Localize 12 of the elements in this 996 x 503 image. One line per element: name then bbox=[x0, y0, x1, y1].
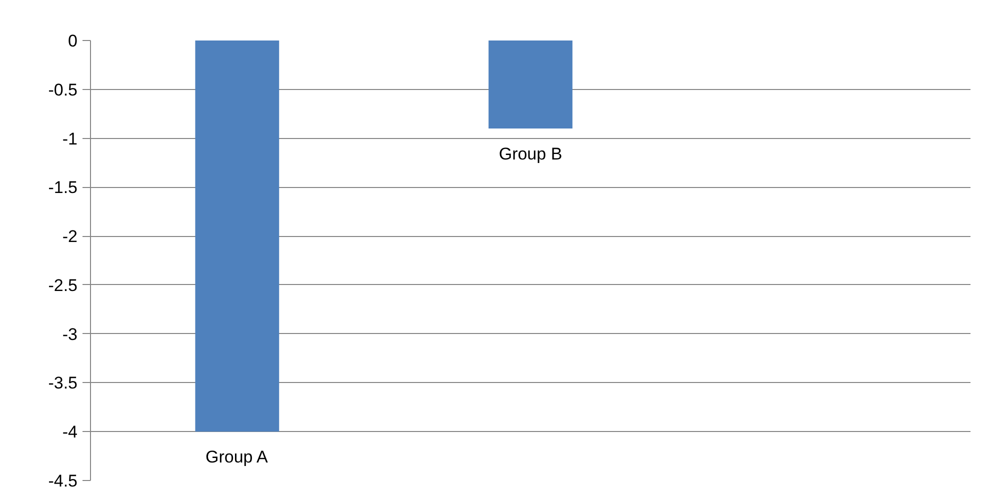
y-tick-label: -3.5 bbox=[48, 374, 78, 393]
y-tick-label: 0 bbox=[68, 32, 78, 50]
y-tick-label: -4 bbox=[62, 422, 78, 442]
annotation: Group B bbox=[498, 144, 562, 164]
y-tick-label: -3 bbox=[62, 324, 78, 344]
y-tick-label: -1 bbox=[62, 129, 78, 148]
annotation: Group A bbox=[206, 448, 269, 467]
y-tick-label: -0.5 bbox=[48, 80, 78, 100]
y-tick-label: -1.5 bbox=[48, 178, 78, 198]
y-tick-label: -2 bbox=[62, 227, 78, 246]
y-tick-label: -2.5 bbox=[48, 276, 78, 295]
y-tick-label: -4.5 bbox=[48, 472, 78, 490]
